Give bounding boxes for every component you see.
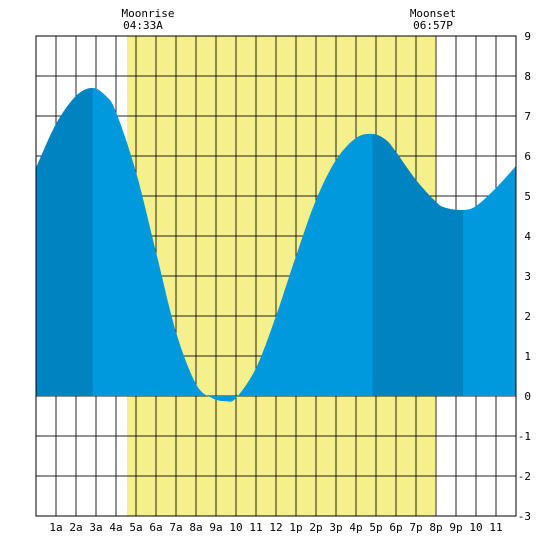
x-tick-label: 11 xyxy=(249,521,262,534)
x-tick-label: 10 xyxy=(469,521,482,534)
y-axis-tick-labels: 9 8 7 6 5 4 3 2 1 0 -1 -2 -3 xyxy=(518,30,532,523)
x-tick-label: 6p xyxy=(389,521,402,534)
y-tick-label: 6 xyxy=(524,150,531,163)
y-tick-label: 7 xyxy=(524,110,531,123)
x-tick-label: 1a xyxy=(49,521,62,534)
x-tick-label: 4a xyxy=(109,521,122,534)
x-tick-label: 5p xyxy=(369,521,382,534)
y-tick-label: 8 xyxy=(524,70,531,83)
x-tick-label: 8p xyxy=(429,521,442,534)
x-tick-label: 2a xyxy=(69,521,82,534)
x-tick-label: 3p xyxy=(329,521,342,534)
y-tick-label: -1 xyxy=(518,430,531,443)
chart-axes xyxy=(35,35,517,517)
moonset-time: 06:57P xyxy=(413,19,453,32)
x-tick-label: 8a xyxy=(189,521,202,534)
x-tick-label: 10 xyxy=(229,521,242,534)
x-tick-label: 7p xyxy=(409,521,422,534)
moonrise-label: Moonrise xyxy=(122,7,175,20)
x-tick-label: 1p xyxy=(289,521,302,534)
x-tick-label: 3a xyxy=(89,521,102,534)
moonset-label: Moonset xyxy=(410,7,456,20)
y-tick-label: -3 xyxy=(518,510,531,523)
tide-dark-band xyxy=(36,88,93,402)
x-tick-label: 7a xyxy=(169,521,182,534)
moonrise-time: 04:33A xyxy=(123,19,163,32)
x-tick-label: 11 xyxy=(489,521,502,534)
x-tick-label: 2p xyxy=(309,521,322,534)
y-tick-label: 3 xyxy=(524,270,531,283)
x-tick-label: 12 xyxy=(269,521,282,534)
y-tick-label: -2 xyxy=(518,470,531,483)
x-tick-label: 9a xyxy=(209,521,222,534)
y-tick-label: 9 xyxy=(524,30,531,43)
x-tick-label: 4p xyxy=(349,521,362,534)
plot-frame xyxy=(35,35,517,517)
x-tick-label: 6a xyxy=(149,521,162,534)
x-axis-tick-labels: 1a 2a 3a 4a 5a 6a 7a 8a 9a 10 11 12 1p 2p 3p 4p 5p 6p 7p 8p… xyxy=(49,521,502,534)
x-tick-label: 9p xyxy=(449,521,462,534)
y-tick-label: 0 xyxy=(524,390,531,403)
y-tick-label: 2 xyxy=(524,310,531,323)
y-tick-label: 5 xyxy=(524,190,531,203)
y-tick-label: 1 xyxy=(524,350,531,363)
x-tick-label: 5a xyxy=(129,521,142,534)
y-tick-label: 4 xyxy=(524,230,531,243)
